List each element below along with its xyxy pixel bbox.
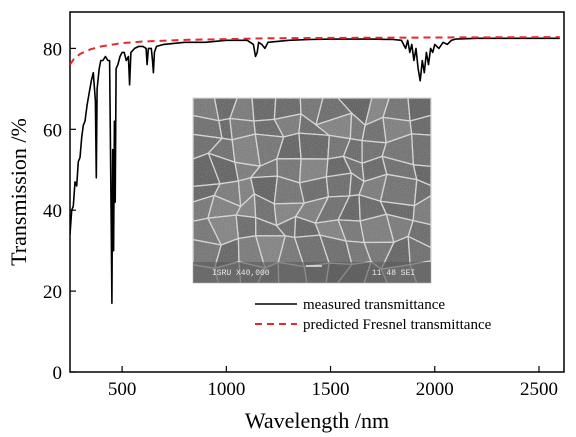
y-tick-label: 0	[53, 363, 63, 384]
legend: measured transmittance predicted Fresnel…	[255, 297, 492, 333]
sem-noise-overlay	[193, 98, 431, 283]
plot-frame	[69, 11, 565, 373]
sem-caption-bar	[193, 262, 431, 283]
y-axis-title: Transmission /%	[6, 118, 31, 266]
sem-caption-right: 11 48 SEI	[372, 269, 415, 278]
y-tick-label: 40	[43, 201, 62, 222]
y-tick-label: 20	[43, 282, 62, 303]
legend-label-fresnel: predicted Fresnel transmittance	[303, 317, 492, 333]
x-tick-label: 1000	[207, 379, 245, 400]
series-measured-line	[70, 37, 560, 304]
sem-caption-left: ISRU X40,000	[212, 269, 270, 278]
x-tick-label: 500	[108, 379, 137, 400]
y-axis-ticks: 0 20 40 60 80	[43, 39, 76, 384]
x-axis-ticks: 500 1000 1500 2000 2500	[108, 366, 558, 400]
x-tick-label: 2500	[520, 379, 558, 400]
y-tick-label: 80	[43, 39, 62, 60]
x-tick-label: 1500	[312, 379, 350, 400]
x-tick-label: 2000	[416, 379, 454, 400]
legend-label-measured: measured transmittance	[303, 297, 445, 313]
series-fresnel-line	[70, 36, 560, 66]
x-axis-title: Wavelength /nm	[245, 408, 389, 433]
y-tick-label: 60	[43, 120, 62, 141]
sem-inset: ISRU X40,000 11 48 SEI	[192, 97, 432, 284]
